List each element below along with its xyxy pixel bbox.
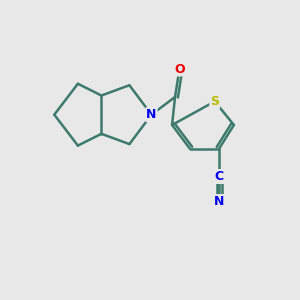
Text: N: N [146,108,157,121]
Text: O: O [174,62,185,76]
Text: C: C [214,170,224,183]
Text: S: S [210,95,219,108]
Text: N: N [214,195,224,208]
